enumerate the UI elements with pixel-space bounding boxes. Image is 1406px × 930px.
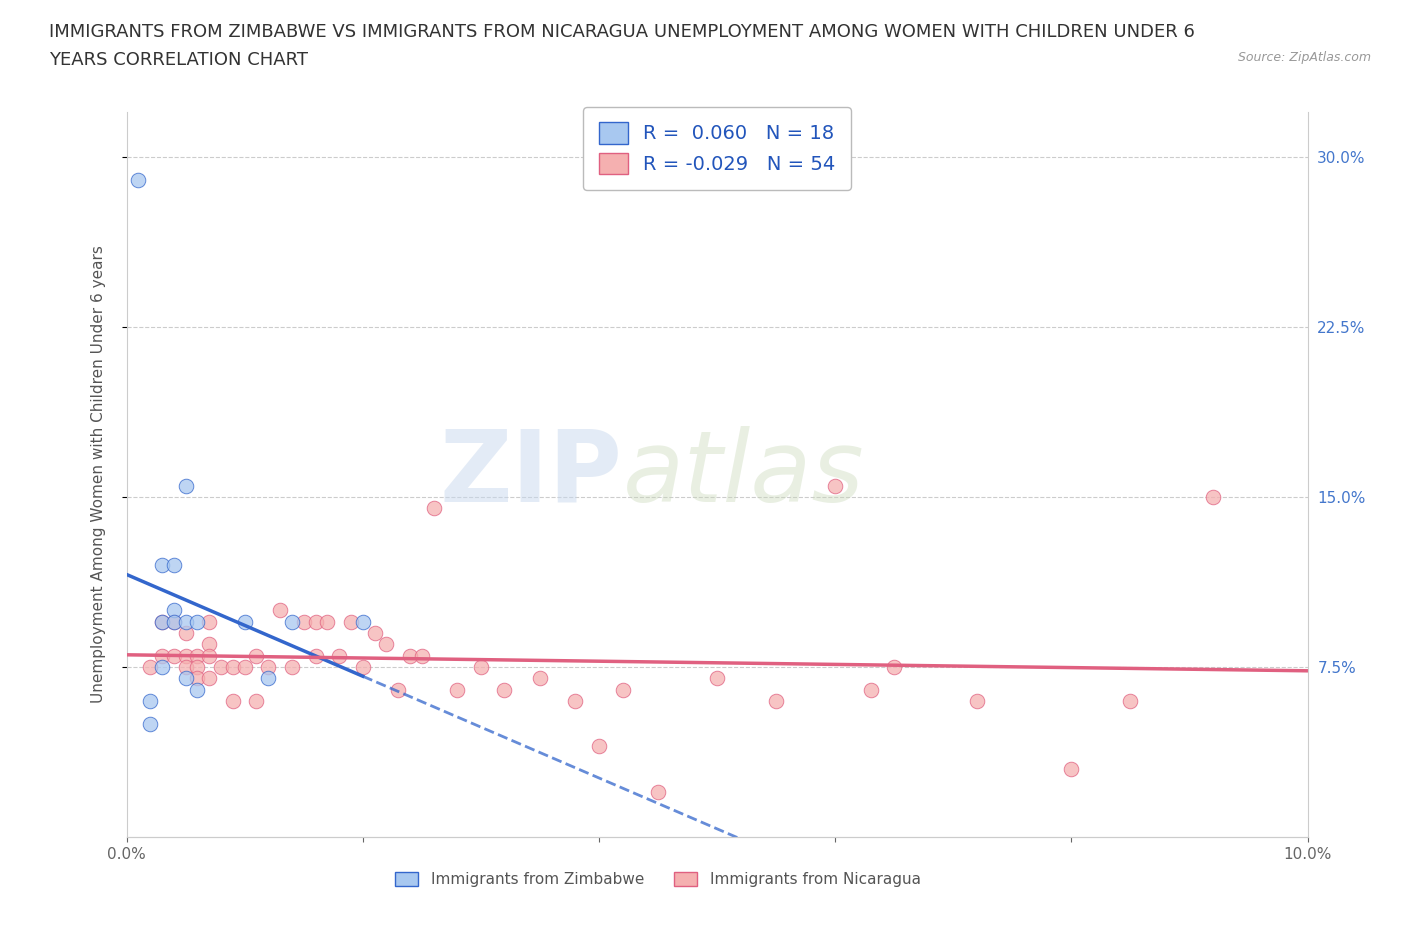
Point — [150, 659, 173, 674]
Point — [859, 683, 882, 698]
Point — [222, 659, 245, 674]
Point — [316, 614, 339, 629]
Point — [174, 659, 197, 674]
Legend: Immigrants from Zimbabwe, Immigrants from Nicaragua: Immigrants from Zimbabwe, Immigrants fro… — [388, 864, 928, 895]
Point — [174, 614, 197, 629]
Point — [883, 659, 905, 674]
Point — [198, 648, 221, 663]
Point — [399, 648, 422, 663]
Point — [422, 501, 444, 516]
Point — [198, 637, 221, 652]
Point — [150, 558, 173, 573]
Point — [292, 614, 315, 629]
Text: Source: ZipAtlas.com: Source: ZipAtlas.com — [1237, 51, 1371, 64]
Y-axis label: Unemployment Among Women with Children Under 6 years: Unemployment Among Women with Children U… — [91, 246, 105, 703]
Point — [163, 558, 186, 573]
Point — [174, 626, 197, 641]
Point — [150, 648, 173, 663]
Point — [363, 626, 385, 641]
Point — [588, 738, 610, 753]
Point — [174, 648, 197, 663]
Point — [1060, 762, 1083, 777]
Text: ZIP: ZIP — [440, 426, 623, 523]
Point — [966, 694, 988, 709]
Point — [529, 671, 551, 685]
Point — [706, 671, 728, 685]
Point — [245, 694, 267, 709]
Point — [824, 478, 846, 493]
Point — [174, 478, 197, 493]
Point — [139, 716, 162, 731]
Point — [233, 614, 256, 629]
Text: atlas: atlas — [623, 426, 865, 523]
Point — [1202, 489, 1225, 504]
Point — [612, 683, 634, 698]
Point — [150, 614, 173, 629]
Point — [139, 659, 162, 674]
Point — [257, 671, 280, 685]
Point — [233, 659, 256, 674]
Point — [470, 659, 492, 674]
Point — [352, 659, 374, 674]
Point — [222, 694, 245, 709]
Point — [186, 683, 208, 698]
Point — [328, 648, 350, 663]
Point — [1119, 694, 1142, 709]
Point — [647, 784, 669, 799]
Point — [411, 648, 433, 663]
Point — [127, 172, 149, 187]
Text: IMMIGRANTS FROM ZIMBABWE VS IMMIGRANTS FROM NICARAGUA UNEMPLOYMENT AMONG WOMEN W: IMMIGRANTS FROM ZIMBABWE VS IMMIGRANTS F… — [49, 23, 1195, 41]
Point — [139, 694, 162, 709]
Point — [163, 648, 186, 663]
Point — [245, 648, 267, 663]
Point — [304, 614, 326, 629]
Point — [198, 614, 221, 629]
Point — [765, 694, 787, 709]
Point — [281, 614, 304, 629]
Point — [186, 614, 208, 629]
Point — [375, 637, 398, 652]
Point — [186, 659, 208, 674]
Point — [174, 671, 197, 685]
Point — [352, 614, 374, 629]
Point — [150, 614, 173, 629]
Point — [564, 694, 586, 709]
Point — [186, 648, 208, 663]
Text: YEARS CORRELATION CHART: YEARS CORRELATION CHART — [49, 51, 308, 69]
Point — [387, 683, 409, 698]
Point — [281, 659, 304, 674]
Point — [163, 614, 186, 629]
Point — [209, 659, 232, 674]
Point — [446, 683, 468, 698]
Point — [186, 671, 208, 685]
Point — [163, 614, 186, 629]
Point — [340, 614, 363, 629]
Point — [198, 671, 221, 685]
Point — [494, 683, 516, 698]
Point — [163, 603, 186, 618]
Point — [257, 659, 280, 674]
Point — [269, 603, 291, 618]
Point — [304, 648, 326, 663]
